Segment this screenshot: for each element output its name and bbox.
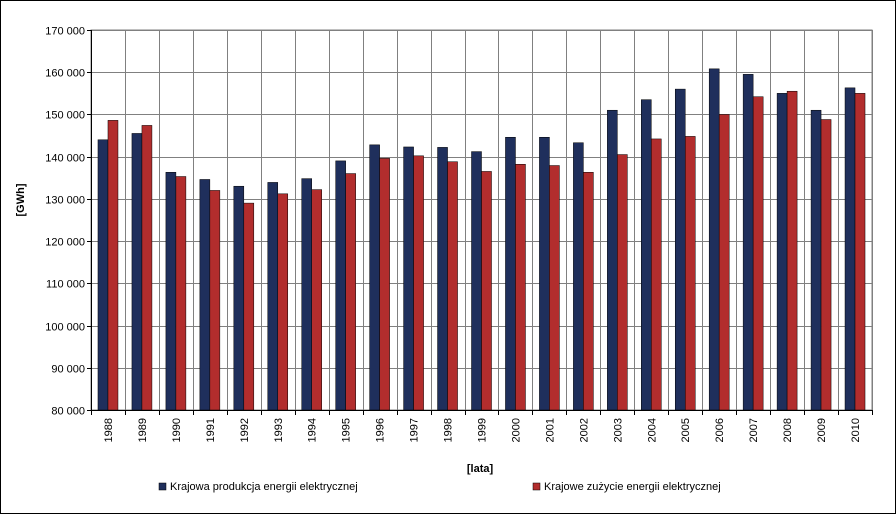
x-tick-label: 1994 — [307, 418, 319, 442]
bar-consumption — [684, 136, 696, 411]
bar-production — [267, 182, 279, 411]
bar-production — [607, 109, 618, 411]
x-tick-label: 1999 — [477, 418, 489, 442]
bar-consumption — [107, 120, 119, 411]
y-tick-label: 160 000 — [45, 68, 85, 80]
bar-consumption — [175, 176, 187, 411]
y-tick-label: 140 000 — [45, 153, 85, 165]
bar-consumption — [141, 125, 153, 411]
bar-production — [641, 99, 652, 411]
y-tick-label: 150 000 — [45, 110, 85, 122]
bar-consumption — [583, 172, 594, 411]
x-tick-label: 2002 — [578, 418, 590, 442]
bar-production — [471, 151, 482, 411]
x-tick-label: 1997 — [409, 418, 421, 442]
bar-consumption — [311, 189, 322, 411]
y-tick-label: 120 000 — [45, 237, 85, 249]
bar-consumption — [549, 165, 560, 411]
y-tick-labels: 80 000 90 000 100 000 110 000 120 000 130 000… — [45, 26, 85, 418]
legend-label: Krajowa produkcja energii elektrycznej — [170, 481, 358, 493]
y-tick-label: 80 000 — [51, 406, 85, 418]
bar-production — [539, 136, 550, 411]
bar-consumption — [786, 90, 798, 411]
bar-consumption — [515, 164, 526, 411]
x-tick-label: 2007 — [748, 418, 760, 442]
x-tick-label: 1989 — [137, 418, 149, 442]
bar-production — [505, 136, 516, 411]
legend-label: Krajowe zużycie energii elektrycznej — [544, 481, 721, 493]
x-tick-label: 2009 — [816, 418, 828, 442]
bar-consumption — [209, 190, 221, 411]
legend-swatch — [158, 482, 167, 491]
bar-production — [335, 160, 346, 411]
x-tick-label: 1991 — [205, 418, 217, 442]
x-tick-label: 2004 — [646, 418, 658, 442]
y-tick-label: 110 000 — [46, 279, 85, 291]
x-tick-label: 1996 — [375, 418, 387, 442]
bar-production — [97, 139, 109, 411]
bar-production — [844, 87, 856, 411]
x-tick-label: 2008 — [782, 418, 794, 442]
x-tick-label: 1995 — [341, 418, 353, 442]
bar-consumption — [345, 173, 356, 411]
bar-consumption — [854, 93, 866, 411]
bar-production — [776, 93, 788, 411]
bar-consumption — [651, 138, 662, 411]
x-axis-label: [lata] — [467, 463, 494, 475]
y-tick-label: 90 000 — [51, 364, 85, 376]
bar-consumption — [820, 119, 832, 411]
bar-production — [301, 178, 312, 411]
bar-production — [403, 146, 414, 411]
bar-production — [708, 68, 720, 411]
x-tick-label: 2003 — [612, 418, 624, 442]
x-tick-label: 1993 — [273, 418, 285, 442]
bar-production — [437, 147, 448, 411]
y-axis-label: [GWh] — [15, 183, 27, 216]
x-tick-label: 2001 — [544, 418, 556, 442]
x-tick-label: 2010 — [850, 418, 862, 442]
bar-production — [233, 185, 245, 411]
x-tick-label: 2000 — [510, 418, 522, 442]
bar-production — [199, 179, 211, 411]
bar-consumption — [617, 154, 628, 411]
bar-production — [165, 172, 177, 411]
bar-production — [742, 74, 754, 411]
bar-consumption — [413, 155, 424, 411]
y-tick-label: 100 000 — [45, 322, 85, 334]
y-tick-label: 130 000 — [45, 195, 85, 207]
x-tick-label: 1998 — [443, 418, 455, 442]
x-tick-label: 1992 — [239, 418, 251, 442]
legend: Krajowa produkcja energii elektrycznej Kr… — [158, 481, 721, 493]
bar-consumption — [447, 161, 458, 411]
x-tick-labels: 1988 1989 1990 1991 1992 1993 1994 1995 1996 1997… — [103, 418, 862, 442]
bar-production — [131, 133, 143, 411]
bar-consumption — [277, 193, 289, 411]
x-tick-label: 2006 — [714, 418, 726, 442]
bar-production — [369, 144, 380, 411]
bar-consumption — [243, 202, 255, 411]
y-tick-label: 170 000 — [45, 26, 85, 38]
bar-consumption — [718, 114, 730, 411]
legend-swatch — [532, 482, 541, 491]
bar-consumption — [481, 171, 492, 411]
bars — [97, 68, 866, 411]
bar-production — [674, 88, 686, 411]
bar-production — [810, 109, 822, 411]
x-tick-label: 1988 — [103, 418, 115, 442]
bar-consumption — [752, 96, 764, 411]
axes — [87, 30, 873, 415]
bar-consumption — [379, 158, 390, 411]
x-tick-label: 2005 — [680, 418, 692, 442]
bar-production — [573, 142, 584, 411]
x-tick-label: 1990 — [171, 418, 183, 442]
